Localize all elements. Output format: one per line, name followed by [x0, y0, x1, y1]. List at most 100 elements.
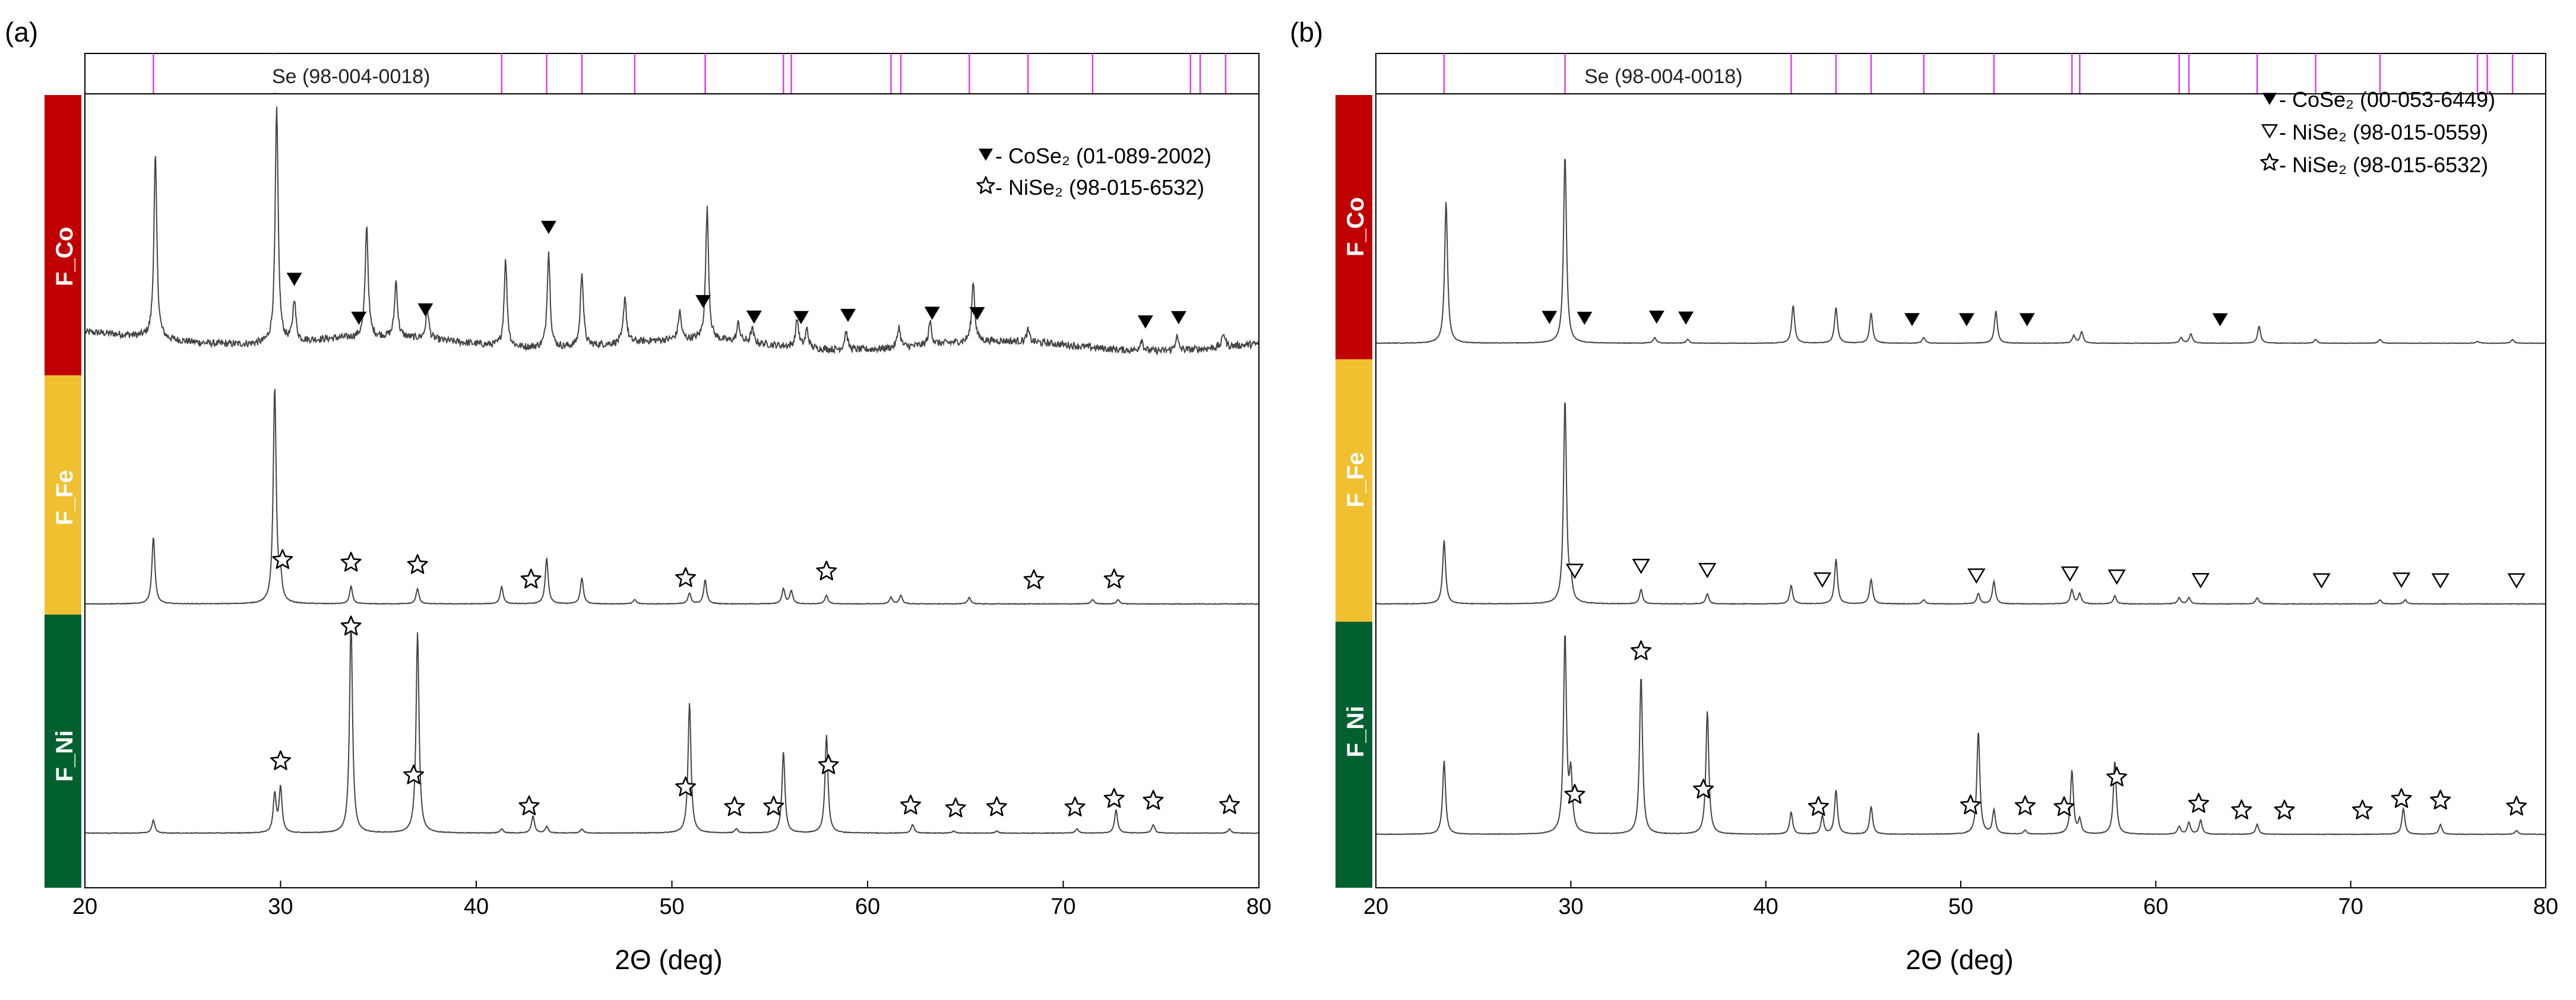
phase-marker-open-triangle: [2392, 572, 2411, 588]
legend-entry-text: - CoSe₂ (01-089-2002): [995, 144, 1211, 168]
phase-marker-open-triangle: [1632, 558, 1650, 574]
phase-marker-star: [1219, 794, 1240, 814]
series-trace: [85, 619, 1259, 834]
phase-marker-open-triangle: [1565, 564, 1584, 580]
series-trace: [85, 388, 1259, 605]
phase-marker-star: [2106, 766, 2128, 787]
row-label: F_Fe: [52, 470, 78, 525]
x-tick-label: 40: [1754, 894, 1778, 919]
phase-marker-star: [976, 176, 995, 194]
phase-marker-open-triangle: [2507, 573, 2526, 589]
phase-marker-star: [2188, 793, 2209, 813]
x-axis-label: 2Θ (deg): [1906, 944, 2014, 975]
row-labels: F_Co F_Fe F_Ni: [52, 227, 78, 781]
phase-marker-open-triangle: [1967, 568, 1986, 584]
phase-marker-star: [2014, 795, 2036, 815]
series-trace: [85, 106, 1259, 356]
phase-marker-filled-triangle: [746, 311, 762, 324]
x-tick-label: 80: [2533, 894, 2558, 919]
phase-marker-filled-triangle: [2019, 313, 2035, 327]
x-tick-label: 20: [1363, 894, 1388, 919]
phase-marker-filled-triangle: [1542, 311, 1558, 324]
phase-marker-star: [340, 552, 362, 572]
x-tick-label: 80: [1246, 894, 1271, 919]
panel-a: (a) 2Θ (deg) - CoSe₂ (01-089-2002) - NiS…: [5, 17, 1271, 975]
row-labels: F_Co F_Fe F_Ni: [1343, 197, 1369, 757]
plot-frame: [84, 93, 1259, 888]
phase-marker-star: [1023, 569, 1045, 589]
phase-marker-star: [945, 798, 966, 818]
reference-label-backdrop: [268, 55, 434, 93]
phase-marker-open-triangle: [2061, 566, 2080, 582]
phase-marker-filled-triangle: [1648, 311, 1664, 324]
series-trace: [1376, 159, 2546, 344]
row-strip: [45, 95, 81, 375]
phase-marker-star: [1693, 779, 1714, 799]
phase-marker-star: [763, 796, 784, 816]
phase-marker-star: [270, 750, 291, 770]
x-tick-label: 30: [268, 894, 293, 919]
phase-marker-filled-triangle: [2262, 93, 2277, 105]
phase-marker-star: [1143, 790, 1164, 810]
legend-entry-text: - NiSe₂ (98-015-0559): [2279, 120, 2488, 144]
row-strips: [45, 95, 81, 888]
phase-marker-star: [724, 796, 745, 817]
phase-marker-star: [407, 554, 428, 574]
x-tick-label: 70: [2338, 894, 2363, 919]
x-tick-label: 50: [659, 894, 684, 919]
phase-marker-filled-triangle: [540, 220, 556, 234]
x-tick-label: 60: [855, 894, 880, 919]
row-label: F_Fe: [1343, 452, 1369, 507]
phase-marker-star: [2053, 796, 2075, 817]
phase-marker-star: [340, 615, 362, 636]
reference-label: Se (98-004-0018): [272, 65, 431, 88]
row-strip: [45, 375, 81, 615]
panel-label: (a): [5, 17, 38, 48]
x-axis-label: 2Θ (deg): [615, 944, 723, 975]
x-tick-label: 30: [1558, 894, 1583, 919]
phase-marker-star: [2391, 788, 2412, 808]
reference-box: [1375, 53, 2546, 94]
phase-marker-star: [272, 549, 293, 569]
phase-marker-star: [1564, 784, 1586, 804]
panel-b: (b) 2Θ (deg) - CoSe₂ (00-053-6449) - NiS…: [1290, 17, 2558, 975]
phase-marker-star: [1631, 640, 1651, 660]
phase-marker-star: [675, 776, 696, 796]
row-strip: [1336, 622, 1372, 888]
phase-marker-filled-triangle: [286, 273, 302, 286]
phase-marker-open-triangle: [2312, 573, 2331, 589]
row-strips: [1336, 95, 1372, 888]
x-tick-label: 40: [464, 894, 489, 919]
x-axis: 20 30 40 50 60 70 80: [72, 881, 1271, 919]
phase-marker-star: [675, 567, 696, 587]
row-strip: [1336, 95, 1372, 359]
phase-marker-star: [1064, 796, 1086, 817]
phase-marker-filled-triangle: [1678, 311, 1694, 325]
phase-marker-star: [900, 795, 921, 815]
phase-marker-open-triangle: [2191, 573, 2210, 588]
plot-frame: [1375, 93, 2546, 888]
legend-entry-text: - NiSe₂ (98-015-6532): [2279, 153, 2488, 177]
row-strip: [45, 615, 81, 888]
x-axis: 20 30 40 50 60 70 80: [1363, 881, 2558, 919]
phase-marker-star: [2274, 799, 2295, 819]
series-trace: [1376, 401, 2545, 605]
phase-marker-star: [2506, 796, 2527, 816]
phase-marker-open-triangle: [1813, 572, 1832, 588]
x-tick-label: 70: [1050, 894, 1075, 919]
legend: - CoSe₂ (01-089-2002) - NiSe₂ (98-015-65…: [995, 144, 1211, 200]
legend-entry-text: - NiSe₂ (98-015-6532): [995, 175, 1204, 200]
reference-label: Se (98-004-0018): [1584, 65, 1743, 88]
phase-marker-star: [403, 764, 424, 784]
phase-marker-star: [1103, 568, 1125, 588]
phase-marker-star: [2231, 799, 2252, 819]
row-label: F_Ni: [52, 730, 78, 782]
phase-marker-open-triangle: [2431, 573, 2450, 589]
phase-marker-filled-triangle: [1170, 311, 1186, 324]
x-tick-label: 60: [2143, 894, 2168, 919]
phase-marker-open-triangle: [1698, 562, 1717, 578]
phase-marker-filled-triangle: [924, 306, 940, 320]
row-strip: [1336, 359, 1372, 622]
